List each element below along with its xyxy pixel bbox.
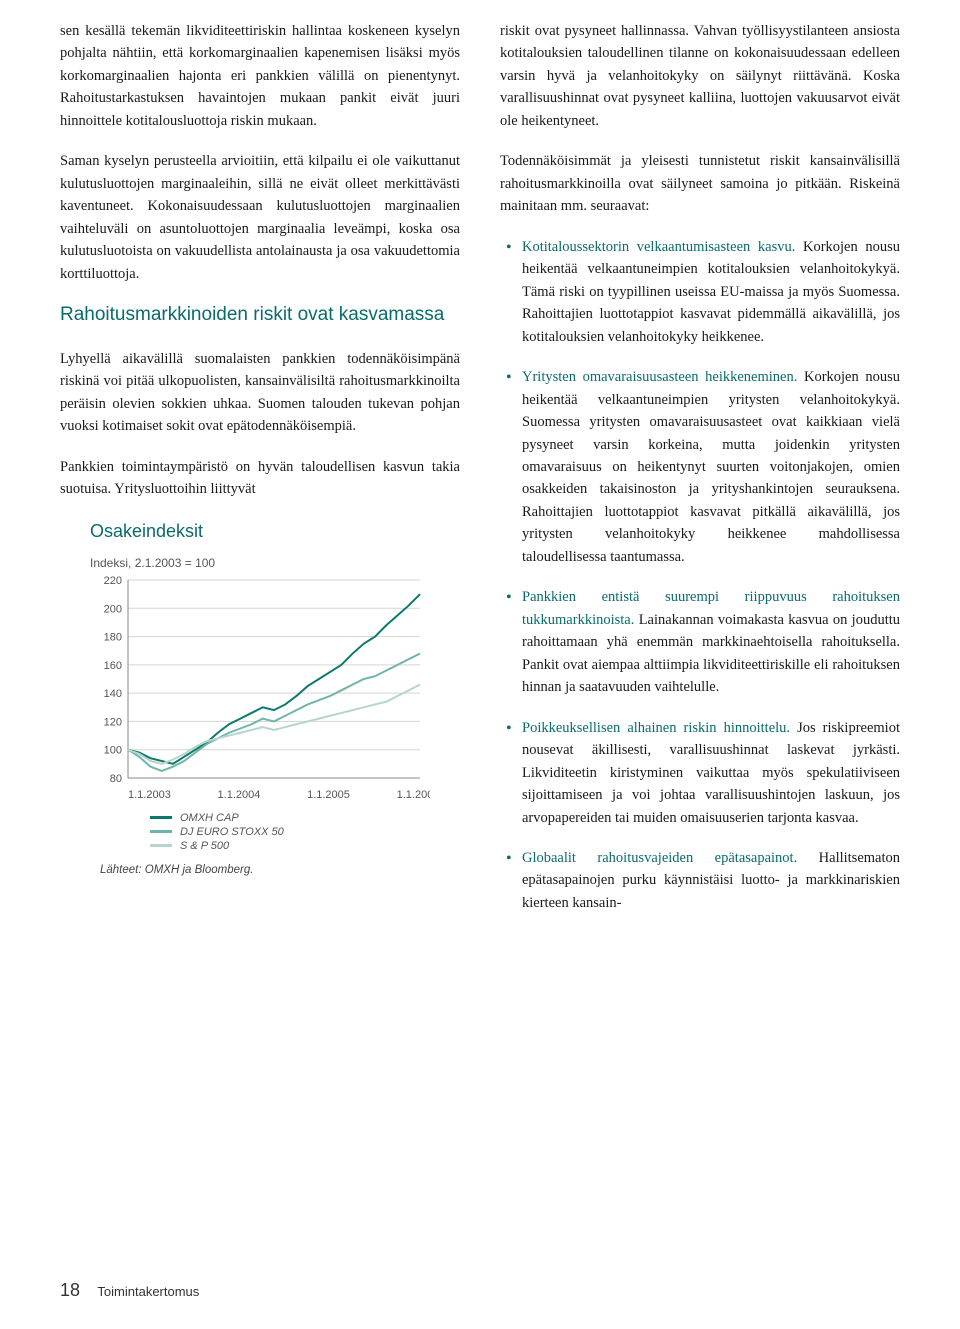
section-heading: Rahoitusmarkkinoiden riskit ovat kasvama… (60, 303, 460, 328)
legend-swatch (150, 816, 172, 819)
legend-item: OMXH CAP (150, 812, 460, 824)
legend-label: S & P 500 (180, 840, 229, 852)
page-footer: 18 Toimintakertomus (60, 1280, 199, 1301)
risk-bullet: Poikkeuksellisen alhainen riskin hinnoit… (500, 717, 900, 829)
svg-text:1.1.2004: 1.1.2004 (218, 789, 261, 801)
risk-bullet: Pankkien entistä suurempi riippuvuus rah… (500, 586, 900, 698)
svg-text:100: 100 (104, 744, 122, 756)
svg-text:1.1.2005: 1.1.2005 (307, 789, 350, 801)
chart-subtitle: Indeksi, 2.1.2003 = 100 (90, 556, 460, 570)
page-number: 18 (60, 1280, 80, 1300)
bullet-title: Poikkeuksellisen alhainen riskin hinnoit… (522, 720, 790, 736)
bullet-body: Korkojen nousu heikentää velkaantuneimpi… (522, 369, 900, 565)
chart-title: Osakeindeksit (90, 521, 460, 542)
bullet-title: Globaalit rahoitusvajeiden epätasapainot… (522, 850, 797, 866)
legend-swatch (150, 844, 172, 847)
right-p1: riskit ovat pysyneet hallinnassa. Vahvan… (500, 20, 900, 132)
chart-legend: OMXH CAP DJ EURO STOXX 50 S & P 500 (90, 812, 460, 852)
chart-block: Osakeindeksit Indeksi, 2.1.2003 = 100 80… (60, 521, 460, 876)
svg-text:120: 120 (104, 716, 122, 728)
right-p2: Todennäköisimmät ja yleisesti tunnistetu… (500, 150, 900, 217)
svg-text:160: 160 (104, 660, 122, 672)
svg-text:1.1.2003: 1.1.2003 (128, 789, 171, 801)
line-chart: 80 100 120 140 160 180 200 220 1.1.2003 1.1.2004 1… (90, 574, 430, 804)
left-p1: sen kesällä tekemän likviditeettiriskin … (60, 20, 460, 132)
svg-text:80: 80 (110, 773, 122, 785)
risk-bullet: Yritysten omavaraisuusasteen heikkenemin… (500, 366, 900, 568)
bullet-title: Yritysten omavaraisuusasteen heikkenemin… (522, 369, 797, 385)
legend-label: OMXH CAP (180, 812, 239, 824)
two-column-layout: sen kesällä tekemän likviditeettiriskin … (60, 0, 900, 932)
legend-item: S & P 500 (150, 840, 460, 852)
svg-text:1.1.2006: 1.1.2006 (397, 789, 430, 801)
risk-bullet-list: Kotitaloussektorin velkaantumisasteen ka… (500, 236, 900, 915)
right-column: riskit ovat pysyneet hallinnassa. Vahvan… (500, 20, 900, 932)
svg-text:200: 200 (104, 603, 122, 615)
svg-text:220: 220 (104, 575, 122, 587)
risk-bullet: Globaalit rahoitusvajeiden epätasapainot… (500, 847, 900, 914)
left-p2: Saman kyselyn perusteella arvioitiin, et… (60, 150, 460, 285)
left-p3: Lyhyellä aikavälillä suomalaisten pankki… (60, 348, 460, 438)
left-p4: Pankkien toimintaympäristö on hyvän talo… (60, 456, 460, 501)
svg-text:140: 140 (104, 688, 122, 700)
bullet-title: Kotitaloussektorin velkaantumisasteen ka… (522, 239, 795, 255)
risk-bullet: Kotitaloussektorin velkaantumisasteen ka… (500, 236, 900, 348)
svg-text:180: 180 (104, 631, 122, 643)
legend-label: DJ EURO STOXX 50 (180, 826, 284, 838)
footer-label: Toimintakertomus (97, 1284, 199, 1299)
legend-swatch (150, 830, 172, 833)
legend-item: DJ EURO STOXX 50 (150, 826, 460, 838)
chart-source: Lähteet: OMXH ja Bloomberg. (90, 864, 460, 876)
left-column: sen kesällä tekemän likviditeettiriskin … (60, 20, 460, 932)
